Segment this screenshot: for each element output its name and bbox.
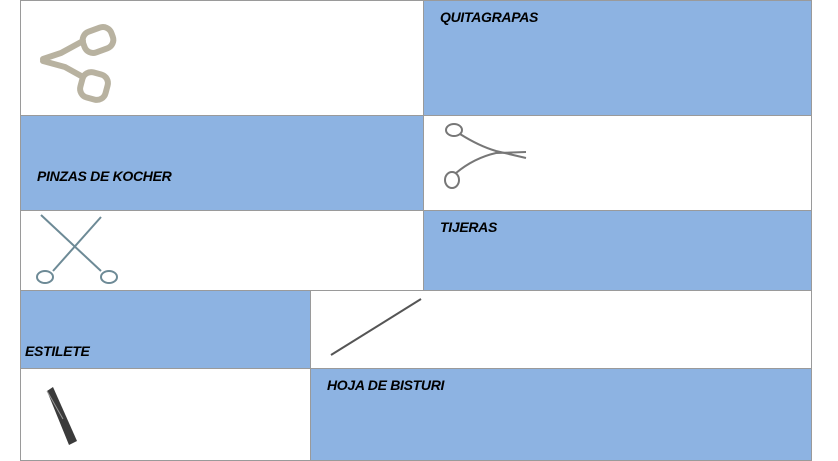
image-cell	[20, 210, 424, 291]
label-cell: ESTILETE	[20, 290, 311, 369]
instrument-name: HOJA DE BISTURI	[327, 377, 445, 393]
image-cell	[423, 115, 812, 211]
stylet-image	[330, 298, 422, 356]
scissors-image	[36, 214, 118, 284]
instrument-name: PINZAS DE KOCHER	[37, 168, 172, 184]
image-cell	[20, 0, 424, 116]
label-cell: QUITAGRAPAS	[423, 0, 812, 116]
scalpel-blade-image	[46, 387, 77, 445]
label-cell: PINZAS DE KOCHER	[20, 115, 424, 211]
instrument-name: TIJERAS	[440, 219, 498, 235]
kocher-forceps-image	[444, 123, 527, 189]
image-cell	[20, 368, 311, 461]
image-cell	[310, 290, 812, 369]
staple-remover-image	[40, 24, 117, 103]
instrument-name: ESTILETE	[25, 343, 90, 359]
label-cell: TIJERAS	[423, 210, 812, 291]
instrument-name: QUITAGRAPAS	[440, 9, 539, 25]
label-cell: HOJA DE BISTURI	[310, 368, 812, 461]
